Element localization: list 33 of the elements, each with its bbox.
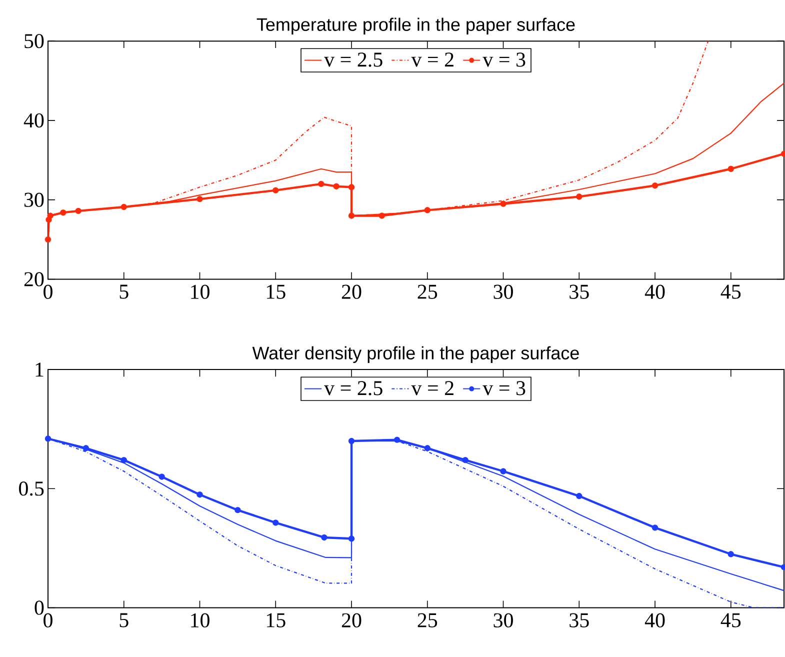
y-tick-label: 20	[24, 272, 44, 286]
chart-title: Temperature profile in the paper surface	[256, 18, 575, 35]
x-tick-label: 20	[342, 284, 362, 299]
x-tick-label: 35	[570, 284, 589, 299]
y-tick-label: 0.5	[19, 482, 44, 496]
x-tick-label: 10	[191, 613, 210, 628]
y-tick-label: 1	[36, 362, 44, 376]
y-tick-label: 40	[24, 113, 44, 128]
y-tick-label: 0	[34, 600, 44, 615]
x-tick-label: 5	[120, 613, 128, 628]
legend-label: v = 2	[411, 52, 454, 67]
x-tick-label: 25	[418, 613, 438, 628]
x-tick-label: 5	[120, 284, 128, 299]
legend-label: v = 3	[482, 381, 526, 396]
x-tick-label: 30	[494, 613, 513, 628]
y-tick-label: 50	[24, 34, 44, 48]
legend-label: v = 2.5	[324, 381, 382, 396]
x-tick-label: 15	[266, 613, 286, 628]
x-tick-label: 45	[720, 284, 741, 299]
x-tick-label: 15	[266, 284, 286, 299]
legend-label: v = 3	[482, 52, 526, 67]
x-tick-label: 30	[494, 284, 513, 299]
x-tick-label: 20	[342, 613, 362, 628]
chart-title: Water density profile in the paper surface	[252, 346, 579, 364]
y-tick-label: 30	[24, 192, 44, 207]
x-tick-label: 40	[644, 613, 665, 628]
legend-label: v = 2.5	[324, 52, 382, 67]
x-tick-label: 35	[570, 613, 589, 628]
x-tick-label: 25	[418, 284, 438, 299]
legend-label: v = 2	[411, 381, 454, 396]
x-tick-label: 40	[644, 284, 665, 299]
x-tick-label: 10	[191, 284, 210, 299]
x-tick-label: 45	[720, 613, 741, 628]
